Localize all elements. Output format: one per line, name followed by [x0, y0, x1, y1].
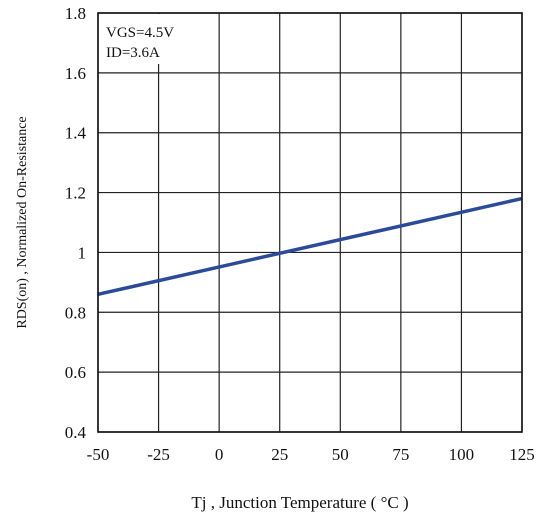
y-tick-label: 0.6	[65, 363, 86, 382]
plot-frame	[97, 12, 523, 433]
annotation-text: ID=3.6A	[106, 45, 160, 61]
y-tick-label: 1.6	[65, 64, 86, 83]
x-tick-label: 125	[509, 445, 535, 464]
x-tick-labels: -50 -25 0 25 50 75 100 125	[87, 445, 535, 464]
x-tick-label: -50	[87, 445, 110, 464]
annotation-text: VGS=4.5V	[106, 25, 174, 41]
y-tick-label: 1.8	[65, 4, 86, 23]
series-layer	[97, 196, 523, 297]
x-tick-label: 100	[449, 445, 475, 464]
x-axis-title: Tj , Junction Temperature ( °C )	[191, 493, 408, 512]
x-tick-label: 25	[271, 445, 288, 464]
y-tick-label: 1.4	[65, 124, 87, 143]
x-tick-label: 0	[215, 445, 224, 464]
x-tick-label: 50	[332, 445, 349, 464]
y-tick-label: 0.8	[65, 303, 86, 322]
x-tick-label: 75	[392, 445, 409, 464]
y-tick-labels: 0.4 0.6 0.8 1 1.2 1.4 1.6 1.8	[65, 4, 87, 442]
x-tick-label: -25	[147, 445, 170, 464]
y-tick-label: 0.4	[65, 423, 87, 442]
grid	[97, 12, 523, 433]
y-axis-title: RDS(on) , Normalized On-Resistance	[15, 116, 30, 328]
y-tick-label: 1	[78, 243, 87, 262]
annotation-background	[99, 14, 195, 64]
series-line	[97, 196, 523, 297]
annotation-box: VGS=4.5V ID=3.6A	[99, 14, 195, 64]
y-tick-label: 1.2	[65, 184, 86, 203]
